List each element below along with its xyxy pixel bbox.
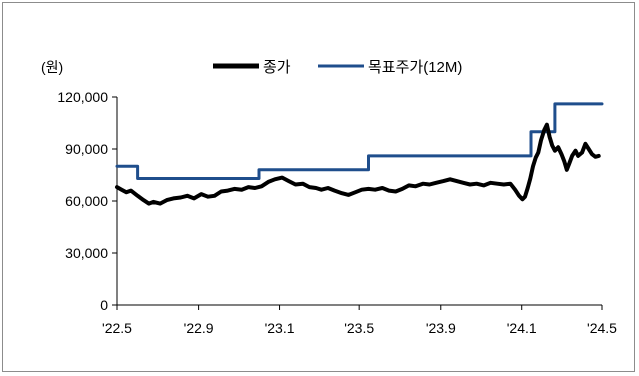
y-axis: 0 30,000 60,000 90,000 120,000 [57,89,118,313]
x-tick-label: '23.9 [426,320,456,336]
plot-area [115,102,604,206]
legend: 종가 목표주가(12M) [213,59,462,76]
x-tick-label: '24.5 [587,320,617,336]
x-tick-label: '22.9 [184,320,214,336]
series-line-close-price [115,122,601,206]
x-axis: '22.5 '22.9 '23.1 '23.5 '23.9 '24.1 '24.5 [102,304,617,336]
x-tick-label: '23.5 [344,320,374,336]
y-tick-label: 90,000 [65,141,108,157]
y-tick-label: 30,000 [65,245,108,261]
y-tick-label: 120,000 [57,89,108,105]
legend-close-price-label: 종가 [263,59,291,76]
y-tick-label: 0 [100,297,108,313]
y-unit-label: (원) [41,59,63,75]
series-line-target-price [115,102,604,180]
legend-target-price-label: 목표주가(12M) [368,59,462,76]
x-tick-label: '24.1 [507,320,537,336]
x-tick-label: '23.1 [265,320,295,336]
x-tick-label: '22.5 [102,320,132,336]
y-tick-label: 60,000 [65,193,108,209]
